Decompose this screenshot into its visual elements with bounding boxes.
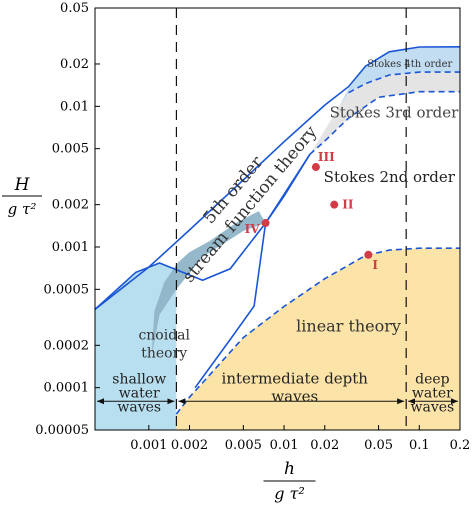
y-tick-label: 0.01 — [60, 99, 89, 114]
case-marker-II — [330, 200, 339, 209]
region-stokes-3rd — [309, 72, 460, 155]
y-tick-label: 0.0005 — [44, 282, 90, 297]
y-tick-label: 0.002 — [52, 198, 89, 213]
case-marker-I — [364, 250, 373, 259]
x-tick-label: 0.001 — [130, 438, 167, 453]
y-tick-label: 0.001 — [52, 240, 89, 255]
label-stokes-2nd: Stokes 2nd order — [324, 168, 456, 186]
label-deep-water: deep water waves — [411, 372, 455, 416]
label-shallow-water: shallow water waves — [112, 372, 166, 416]
plot-frame — [94, 7, 461, 431]
region-stream-function — [151, 211, 266, 356]
curve-stokes5-lower — [348, 71, 460, 94]
region-linear-theory — [176, 248, 460, 430]
plot-area — [94, 8, 461, 430]
y-tick-label: 0.005 — [52, 142, 89, 157]
label-cnoidal-theory: cnoidal theory — [138, 327, 190, 361]
x-tick-label: 0.005 — [225, 438, 262, 453]
x-tick-label: 0.002 — [171, 438, 208, 453]
label-intermediate: intermediate depth waves — [222, 370, 369, 406]
y-tick-label: 0.0002 — [44, 338, 90, 353]
axes: 0.001 0.002 0.005 0.01 0.02 0.05 0.1 0.2 0.05 0.0… — [2, 1, 470, 503]
curve-stokes2-lower — [194, 153, 311, 389]
y-tick-label: 0.05 — [60, 1, 89, 16]
case-label-III: III — [318, 150, 335, 164]
case-marker-IV — [261, 219, 270, 228]
y-axis-label-denominator: g τ² — [8, 200, 37, 218]
x-tick-label: 0.2 — [450, 438, 471, 453]
x-tick-label: 0.1 — [409, 438, 430, 453]
region-cnoidal-theory — [95, 263, 177, 430]
label-linear-theory: linear theory — [296, 317, 401, 336]
x-tick-label: 0.01 — [270, 438, 299, 453]
x-axis-label-numerator: h — [284, 459, 295, 479]
x-tick-label: 0.05 — [364, 438, 393, 453]
region-stokes-5th — [337, 46, 460, 109]
x-tick-label: 0.02 — [310, 438, 339, 453]
curve-cnoidal-upper — [94, 153, 311, 310]
y-tick-label: 0.02 — [60, 57, 89, 72]
curve-stokes3-lower — [309, 90, 460, 155]
x-axis-label-denominator: g τ² — [274, 484, 305, 503]
y-tick-label: 0.00005 — [35, 423, 89, 438]
case-label-I: I — [372, 258, 378, 272]
y-tick-label: 0.0001 — [44, 381, 90, 396]
case-marker-III — [311, 163, 320, 172]
label-stokes-3rd: Stokes 3rd order — [330, 104, 460, 122]
label-stokes-4th: Stokes 4th order — [367, 59, 452, 70]
curve-breaking-limit — [94, 46, 461, 311]
case-label-IV: IV — [245, 222, 261, 236]
case-label-II: II — [342, 198, 354, 212]
y-axis-label-numerator: H — [14, 175, 31, 195]
